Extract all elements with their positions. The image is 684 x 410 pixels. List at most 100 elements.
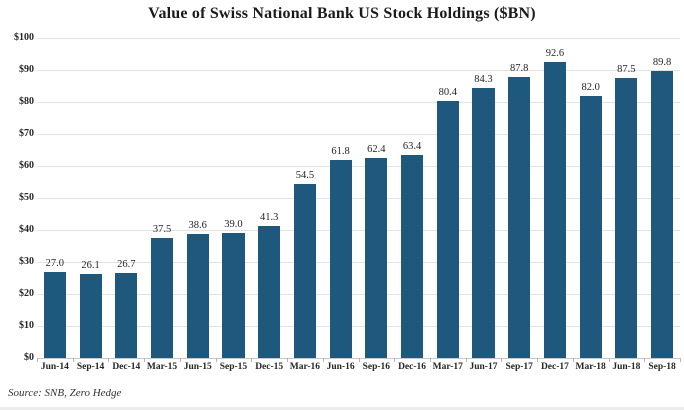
bar-column-Mar-17: 80.4: [430, 38, 466, 358]
bar: [115, 272, 138, 358]
x-tick-label: Mar-17: [432, 362, 463, 372]
x-tick-label: Jun-16: [326, 362, 355, 372]
value-label: 26.7: [117, 258, 136, 270]
bar-column-Jun-18: 87.5: [609, 38, 645, 358]
y-tick-label: $20: [19, 288, 34, 299]
value-label: 87.5: [617, 64, 636, 75]
gridline-20: [37, 294, 680, 295]
value-label: 27.0: [45, 257, 65, 269]
bar: [543, 61, 566, 358]
x-tick-label: Mar-18: [575, 362, 606, 372]
gridline-80: [37, 102, 680, 103]
x-axis-tick: [287, 358, 289, 362]
x-axis-tick: [108, 358, 110, 362]
bar: [508, 77, 531, 358]
x-axis-tick: [37, 358, 38, 362]
x-axis-tick: [429, 358, 431, 362]
value-label: 41.3: [259, 211, 279, 223]
bar: [293, 183, 316, 358]
y-tick-label: $70: [19, 128, 34, 139]
x-axis-tick: [465, 358, 467, 362]
y-tick-label: $40: [19, 224, 34, 235]
bar-column-Dec-15: 41.3: [251, 38, 287, 358]
bar-column-Dec-16: 63.4: [394, 38, 430, 358]
x-tick-label: Jun-15: [183, 362, 212, 372]
bar: [329, 160, 352, 358]
bar: [258, 225, 281, 358]
gridline-90: [37, 70, 680, 71]
bar-column-Mar-18: 82.0: [573, 38, 609, 358]
bar-column-Jun-17: 84.3: [466, 38, 502, 358]
bar: [43, 271, 66, 358]
bar: [651, 70, 674, 358]
bar-column-Dec-14: 26.7: [108, 38, 144, 358]
bar: [79, 274, 102, 358]
bar-column-Sep-16: 62.4: [358, 38, 394, 358]
bar-columns: 27.0 26.1 26.7 37.5 38.6 39.0 41.3 54.5 61.8 62.4…: [37, 38, 680, 358]
x-tick-label: Sep-15: [219, 362, 248, 372]
x-tick-label: Jun-18: [612, 362, 641, 372]
bar-column-Sep-18: 89.8: [644, 38, 680, 358]
bar-column-Jun-15: 38.6: [180, 38, 216, 358]
value-label: 87.8: [510, 63, 529, 75]
x-axis-tick: [572, 358, 574, 362]
x-tick-label: Mar-16: [289, 362, 321, 372]
gridline-100: [37, 38, 680, 39]
bar-column-Sep-14: 26.1: [73, 38, 109, 358]
value-label: 54.5: [295, 169, 315, 181]
x-axis-tick: [644, 358, 646, 362]
chart-title: Value of Swiss National Bank US Stock Ho…: [148, 5, 536, 22]
bar-column-Mar-15: 37.5: [144, 38, 180, 358]
value-label: 62.4: [367, 144, 386, 156]
bar-column-Mar-16: 54.5: [287, 38, 323, 358]
value-label: 80.4: [438, 86, 457, 98]
x-axis-tick: [501, 358, 503, 362]
x-axis-tick: [215, 358, 217, 362]
bar-column-Jun-16: 61.8: [323, 38, 359, 358]
x-axis-tick: [179, 358, 181, 362]
gridline-30: [37, 262, 680, 263]
bar: [615, 78, 638, 358]
value-label: 63.4: [402, 141, 422, 153]
x-tick-label: Sep-16: [362, 362, 391, 372]
y-tick-label: $50: [19, 192, 34, 203]
bar-column-Sep-15: 39.0: [216, 38, 252, 358]
value-label: 26.1: [81, 260, 100, 272]
bar: [579, 95, 602, 358]
value-label: 61.8: [331, 146, 350, 158]
x-axis-tick: [608, 358, 610, 362]
value-label: 89.8: [652, 56, 672, 68]
x-tick-label: Dec-15: [255, 362, 284, 372]
bar: [472, 88, 495, 358]
x-axis-tick: [537, 358, 539, 362]
x-axis-tick: [251, 358, 253, 362]
bar: [186, 234, 209, 358]
bar: [150, 238, 174, 358]
x-tick-label: Dec-16: [398, 362, 427, 372]
y-tick-label: $90: [19, 64, 34, 75]
bar: [436, 100, 459, 358]
x-tick-label: Jun-14: [40, 362, 69, 372]
x-tick-label: Jun-17: [469, 362, 498, 372]
y-tick-label: $60: [19, 160, 34, 171]
gridline-50: [37, 198, 680, 199]
source-note: Source: SNB, Zero Hedge: [8, 387, 122, 399]
value-label: 82.0: [581, 81, 600, 93]
x-tick-label: Sep-14: [76, 362, 105, 372]
y-tick-label: $0: [24, 352, 34, 363]
gridline-60: [37, 166, 680, 167]
y-tick-label: $10: [19, 320, 34, 331]
x-tick-label: Sep-18: [648, 362, 676, 372]
value-label: 92.6: [545, 47, 565, 59]
x-axis-tick: [322, 358, 324, 362]
plot-area: 27.0 26.1 26.7 37.5 38.6 39.0 41.3 54.5 61.8 62.4…: [37, 38, 681, 362]
bar: [400, 155, 424, 358]
x-axis: Jun-14 Sep-14 Dec-14 Mar-15 Jun-15 Sep-15 Dec-…: [37, 362, 680, 372]
value-label: 37.5: [152, 224, 172, 235]
y-tick-label: $100: [14, 32, 34, 43]
y-tick-label: $80: [19, 96, 34, 107]
y-tick-label: $30: [19, 256, 34, 267]
gridline-10: [37, 326, 680, 327]
bar-column-Jun-14: 27.0: [37, 38, 73, 358]
x-axis-tick: [72, 358, 74, 362]
